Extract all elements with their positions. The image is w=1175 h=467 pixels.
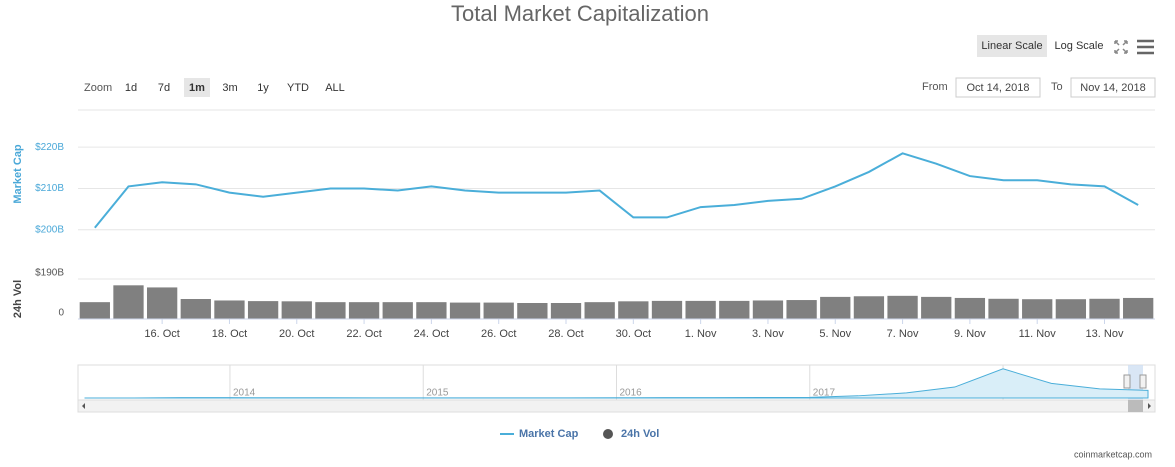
volume-bar bbox=[180, 299, 211, 319]
to-date[interactable]: Nov 14, 2018 bbox=[1080, 82, 1145, 94]
volume-bar bbox=[584, 302, 615, 319]
x-tick-label: 20. Oct bbox=[279, 328, 314, 340]
scrollbar-track[interactable] bbox=[77, 399, 1156, 413]
volume-bar bbox=[550, 303, 582, 319]
volume-bar bbox=[315, 302, 346, 319]
volume-bar bbox=[786, 300, 817, 319]
linear-scale-button[interactable] bbox=[977, 35, 1047, 57]
y-axis-title: 24h Vol bbox=[12, 280, 24, 318]
zoom-button[interactable]: 7d bbox=[158, 82, 170, 94]
to-label: To bbox=[1051, 81, 1063, 93]
legend-label[interactable]: 24h Vol bbox=[621, 428, 659, 440]
from-input[interactable] bbox=[955, 77, 1041, 98]
volume-bar bbox=[483, 302, 514, 319]
volume-bar bbox=[113, 285, 144, 319]
linear-scale-label[interactable]: Linear Scale bbox=[981, 40, 1042, 52]
from-label: From bbox=[922, 81, 948, 93]
x-tick-label: 5. Nov bbox=[819, 328, 851, 340]
x-tick-label: 30. Oct bbox=[616, 328, 651, 340]
zoom-button[interactable]: 3m bbox=[222, 82, 237, 94]
legend-label[interactable]: Market Cap bbox=[519, 428, 579, 440]
volume-bar bbox=[887, 295, 918, 319]
volume-bar bbox=[719, 300, 750, 319]
volume-bar bbox=[921, 296, 952, 319]
navigator-area bbox=[84, 368, 1149, 399]
navigator-handle[interactable] bbox=[1123, 374, 1131, 389]
volume-bar bbox=[988, 298, 1019, 319]
volume-bar bbox=[1055, 299, 1087, 319]
zoom-buttons: 1d 7d 1m 3m 1y YTD ALL bbox=[125, 78, 345, 97]
scrollbar-thumb[interactable] bbox=[1128, 400, 1143, 412]
to-input[interactable] bbox=[1070, 77, 1156, 98]
x-tick-label: 24. Oct bbox=[414, 328, 449, 340]
y-tick-label: $220B bbox=[35, 142, 64, 153]
x-tick-label: 1. Nov bbox=[685, 328, 717, 340]
volume-bar bbox=[618, 301, 649, 319]
x-tick-label: 26. Oct bbox=[481, 328, 516, 340]
volume-bar bbox=[146, 287, 178, 319]
zoom-button[interactable]: 1m bbox=[189, 82, 205, 94]
y-axis-title: Market Cap bbox=[12, 144, 24, 204]
x-tick-label: 11. Nov bbox=[1019, 328, 1057, 340]
y-tick-label: $200B bbox=[35, 224, 64, 235]
menu-icon[interactable] bbox=[1137, 39, 1154, 55]
x-tick-label: 18. Oct bbox=[212, 328, 247, 340]
volume-bar bbox=[348, 302, 380, 319]
zoom-button[interactable]: YTD bbox=[287, 82, 309, 94]
x-tick-label: 9. Nov bbox=[954, 328, 986, 340]
zoom-button-selected[interactable] bbox=[184, 78, 210, 97]
zoom-button[interactable]: 1y bbox=[257, 82, 269, 94]
chart-title: Total Market Capitalization bbox=[451, 1, 709, 26]
zoom-button[interactable]: ALL bbox=[325, 82, 345, 94]
fullscreen-icon[interactable] bbox=[1114, 40, 1128, 54]
volume-bar bbox=[247, 301, 279, 319]
x-tick-label: 22. Oct bbox=[346, 328, 381, 340]
volume-bar bbox=[517, 303, 548, 319]
x-tick-label: 7. Nov bbox=[887, 328, 919, 340]
navigator-year-label: 2014 bbox=[233, 388, 256, 399]
log-scale-label[interactable]: Log Scale bbox=[1055, 40, 1104, 52]
volume-bar bbox=[685, 300, 716, 319]
volume-bar bbox=[752, 300, 784, 319]
volume-bar bbox=[853, 296, 885, 319]
y-tick-label: $210B bbox=[35, 183, 64, 194]
legend-dot[interactable] bbox=[603, 429, 613, 439]
volume-bar bbox=[651, 300, 683, 319]
credit: coinmarketcap.com bbox=[1074, 449, 1152, 459]
volume-bar bbox=[449, 302, 481, 319]
volume-bar bbox=[1123, 297, 1154, 319]
navigator-year-label: 2015 bbox=[426, 388, 449, 399]
x-tick-label: 3. Nov bbox=[752, 328, 784, 340]
navigator-handle[interactable] bbox=[1139, 374, 1147, 389]
volume-bar bbox=[1089, 298, 1120, 319]
volume-bar bbox=[820, 296, 851, 319]
x-tick-label: 28. Oct bbox=[548, 328, 583, 340]
volume-bar bbox=[382, 302, 413, 319]
volume-bar bbox=[214, 300, 245, 319]
volume-bar bbox=[281, 301, 312, 319]
volume-bar bbox=[1022, 299, 1053, 319]
x-tick-label: 13. Nov bbox=[1086, 328, 1124, 340]
volume-bar bbox=[954, 297, 986, 319]
market-cap-line bbox=[94, 152, 1139, 229]
x-tick-label: 16. Oct bbox=[144, 328, 179, 340]
volume-bar bbox=[416, 302, 447, 319]
zoom-label: Zoom bbox=[84, 82, 112, 94]
navigator-year-label: 2016 bbox=[620, 388, 643, 399]
navigator-year-label: 2017 bbox=[813, 388, 836, 399]
volume-bar bbox=[79, 302, 110, 319]
y-tick-label: 0 bbox=[58, 308, 64, 319]
from-date[interactable]: Oct 14, 2018 bbox=[967, 82, 1030, 94]
zoom-button[interactable]: 1d bbox=[125, 82, 137, 94]
y-tick-label: $190B bbox=[35, 268, 64, 279]
